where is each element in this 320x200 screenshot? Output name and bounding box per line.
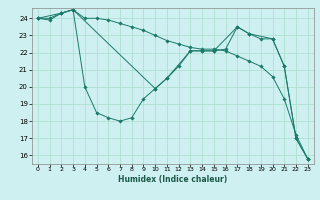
X-axis label: Humidex (Indice chaleur): Humidex (Indice chaleur)	[118, 175, 228, 184]
